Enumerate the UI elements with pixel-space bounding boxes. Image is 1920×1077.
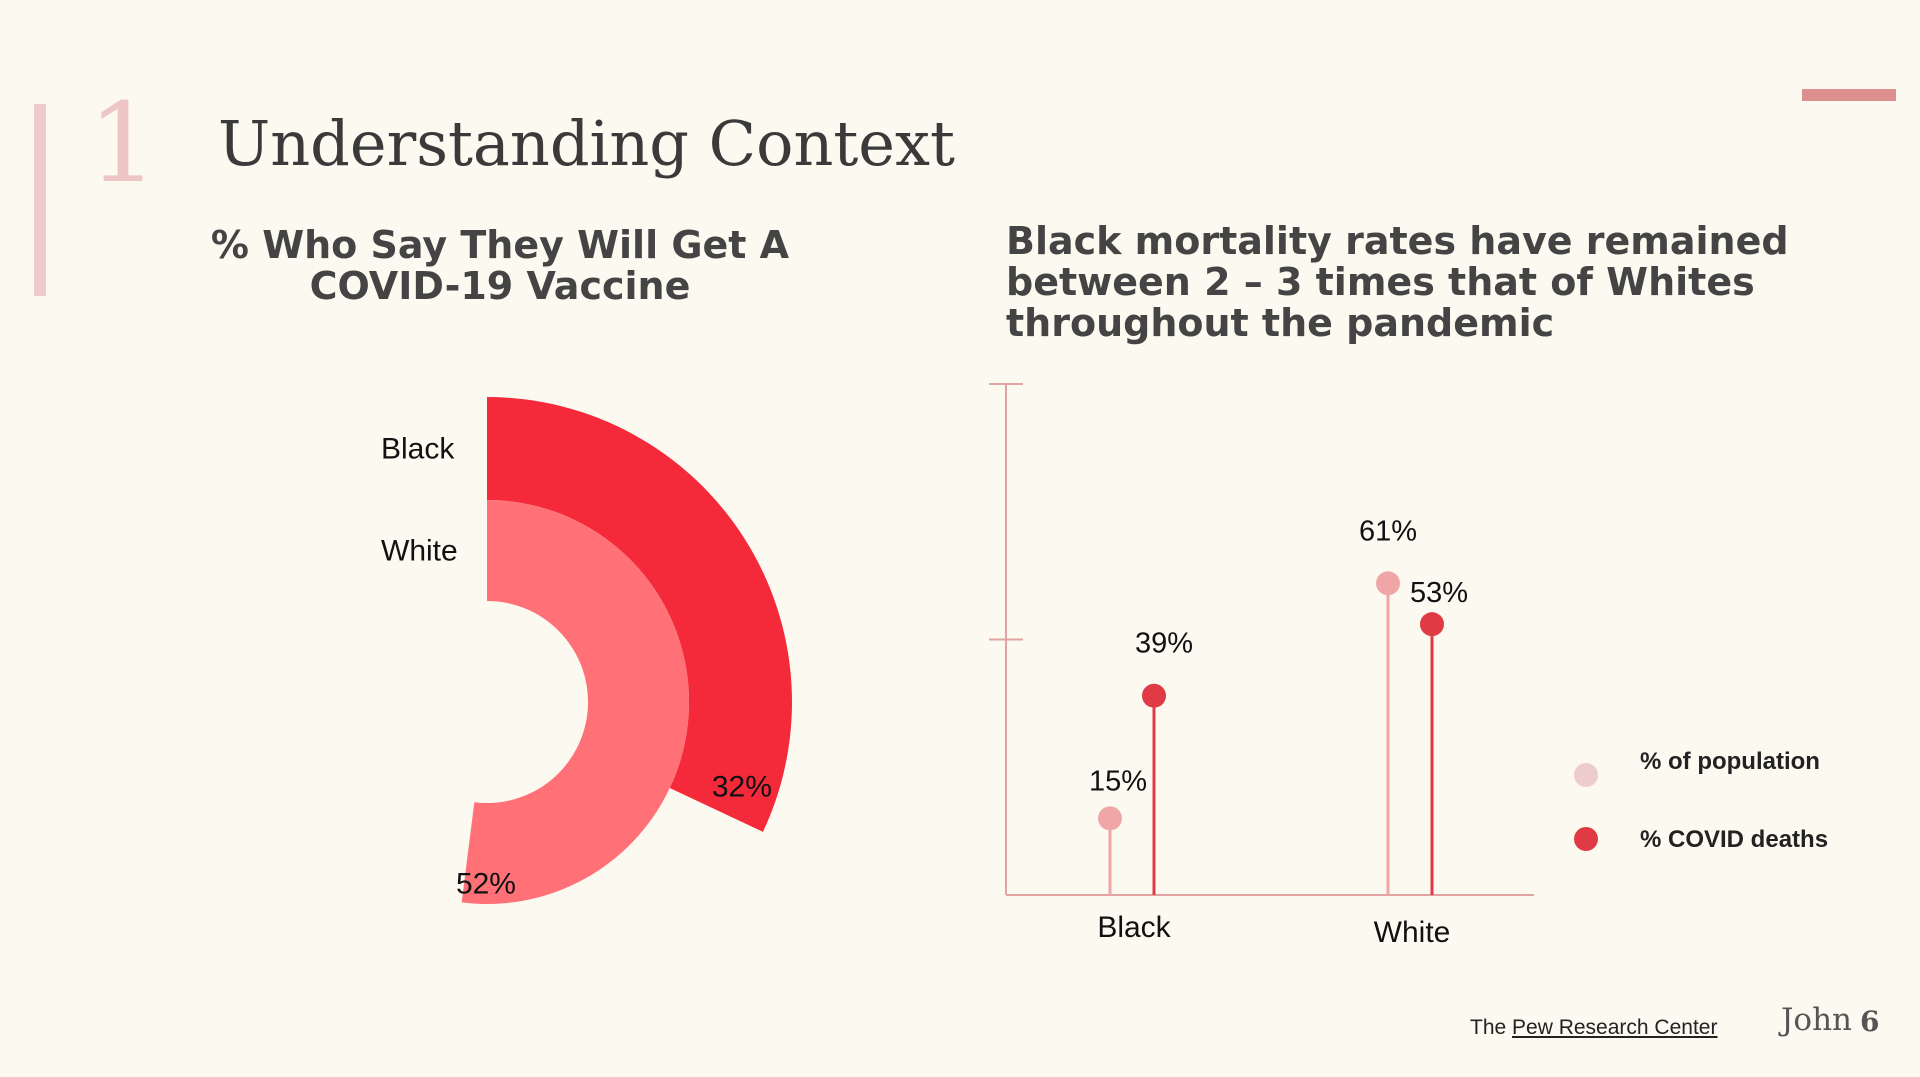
- lollipop-point-black-0: [1098, 806, 1122, 831]
- slide-number: 1: [88, 79, 158, 207]
- lollipop-point-white-1: [1420, 612, 1444, 637]
- legend-swatch-1: [1574, 827, 1598, 851]
- page-number: 6: [1860, 1005, 1880, 1038]
- lollipop-value-label-black-0: 15%: [1089, 765, 1147, 797]
- vaccine-chart-title: % Who Say They Will Get A COVID-19 Vacci…: [210, 223, 790, 308]
- source-link[interactable]: Pew Research Center: [1512, 1016, 1718, 1039]
- x-category-label-white: White: [1374, 916, 1451, 949]
- radial-bar-black: [487, 397, 792, 832]
- lollipop-value-label-white-1: 53%: [1410, 577, 1468, 609]
- x-category-label-black: Black: [1097, 911, 1171, 944]
- legend-swatch-0: [1574, 763, 1598, 787]
- source-prefix: The: [1470, 1016, 1507, 1039]
- lollipop-point-black-1: [1142, 683, 1166, 708]
- radial-bar-white: [461, 500, 690, 905]
- radial-value-label-black: 32%: [712, 770, 772, 803]
- accent-bar-left: [34, 104, 46, 296]
- footer-source: The Pew Research Center: [1470, 1016, 1717, 1040]
- lollipop-value-label-black-1: 39%: [1135, 628, 1193, 660]
- slide-title: Understanding Context: [218, 107, 955, 180]
- mortality-chart-title: Black mortality rates have remained betw…: [1006, 219, 1789, 345]
- legend-label-0: % of population: [1640, 748, 1820, 775]
- radial-value-label-white: 52%: [456, 867, 516, 900]
- accent-bar-top: [1802, 89, 1896, 101]
- lollipop-value-label-white-0: 61%: [1359, 515, 1417, 547]
- radial-category-label-white: White: [381, 535, 458, 568]
- lollipop-point-white-0: [1376, 571, 1400, 596]
- legend-label-1: % COVID deaths: [1640, 826, 1828, 853]
- footer-author: John: [1781, 1002, 1853, 1038]
- radial-category-label-black: Black: [381, 433, 455, 466]
